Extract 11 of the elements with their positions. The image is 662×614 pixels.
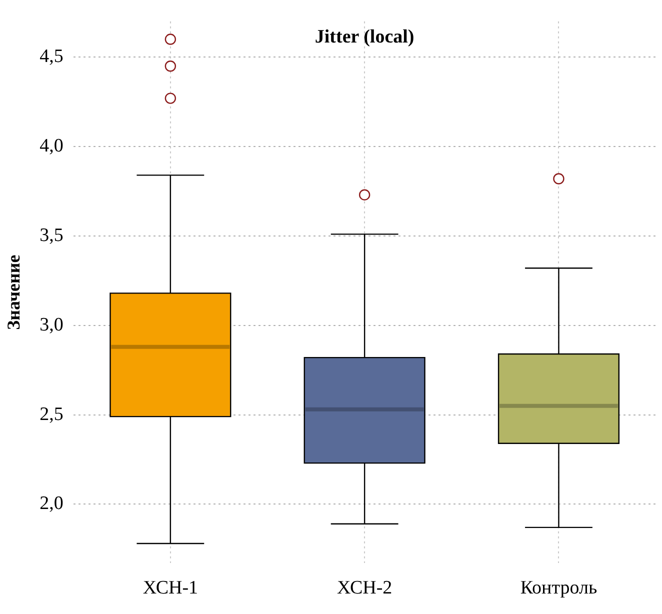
y-tick-label: 2,5 (40, 404, 64, 425)
x-tick-label: ХСН-1 (142, 578, 198, 599)
y-tick-label: 2,0 (40, 493, 64, 514)
y-axis-title: Значение (3, 254, 24, 330)
y-tick-label: 3,0 (40, 314, 64, 336)
chart-title: Jitter (local) (314, 26, 414, 48)
x-tick-label: Контроль (520, 578, 598, 599)
y-tick-label: 4,0 (40, 136, 64, 157)
x-tick-label: ХСН-2 (336, 578, 392, 599)
y-tick-label: 4,5 (40, 46, 64, 68)
y-tick-label: 3,5 (40, 224, 64, 246)
